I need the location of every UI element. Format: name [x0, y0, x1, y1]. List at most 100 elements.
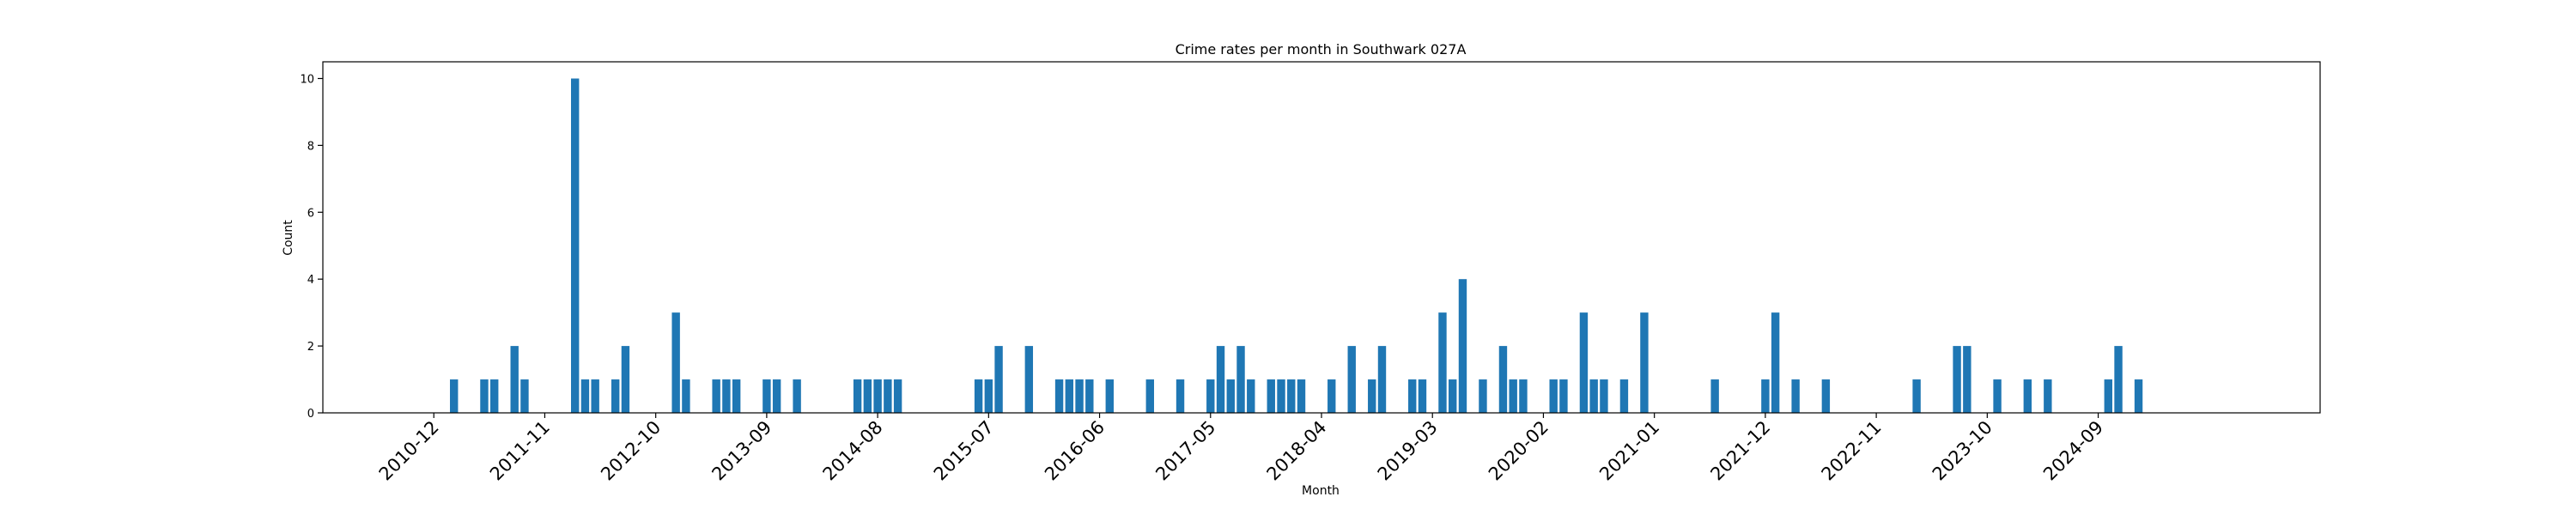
x-tick-label: 2016-06	[1041, 417, 1109, 485]
x-tick-label: 2023-10	[1929, 417, 1996, 485]
bar-2019-10	[1498, 346, 1508, 413]
bar-2020-07	[1589, 379, 1598, 413]
bar-2017-11	[1267, 379, 1275, 413]
bar-2018-05	[1327, 379, 1336, 413]
bar-2023-03	[1912, 379, 1921, 413]
bar-2023-11	[1993, 379, 2002, 413]
x-tick-label: 2021-12	[1706, 417, 1774, 485]
bar-2014-07	[863, 379, 872, 413]
bar-2015-06	[974, 379, 983, 413]
bar-2020-03	[1549, 379, 1558, 413]
x-tick-label: 2019-03	[1374, 417, 1442, 485]
y-tick-label: 8	[307, 140, 314, 153]
chart-title: Crime rates per month in Southwark 027A	[1176, 41, 1467, 58]
bar-2022-06	[1821, 379, 1831, 413]
bar-2011-09	[520, 379, 529, 413]
bar-2018-01	[1287, 379, 1296, 413]
x-tick-label: 2010-12	[375, 417, 443, 485]
bar-2014-06	[853, 379, 862, 413]
bar-2019-04	[1438, 312, 1447, 413]
bar-2019-01	[1408, 379, 1417, 413]
bar-2012-03	[580, 379, 590, 413]
x-tick-label: 2012-10	[597, 417, 665, 485]
bar-2023-08	[1963, 346, 1971, 413]
bar-2017-06	[1216, 346, 1225, 413]
bar-2021-12	[1761, 379, 1770, 413]
bar-2024-04	[2044, 379, 2052, 413]
bar-2020-12	[1640, 312, 1649, 413]
bar-2017-02	[1176, 379, 1185, 413]
y-tick-label: 4	[307, 274, 314, 287]
x-tick-label: 2011-11	[486, 417, 554, 485]
bar-2022-03	[1791, 379, 1800, 413]
bar-2012-07	[621, 346, 630, 413]
bar-2019-02	[1418, 379, 1427, 413]
bar-2018-10	[1377, 346, 1387, 413]
bar-2017-07	[1226, 379, 1235, 413]
bar-2020-10	[1619, 379, 1629, 413]
x-tick-label: 2015-07	[930, 417, 998, 485]
bar-2013-04	[712, 379, 720, 413]
bar-2013-05	[722, 379, 731, 413]
bar-2016-03	[1065, 379, 1074, 413]
plot-frame	[322, 61, 2321, 414]
bar-2013-10	[772, 379, 781, 413]
bar-2016-02	[1054, 379, 1064, 413]
y-tick-label: 10	[300, 73, 314, 86]
x-tick-label: 2020-02	[1485, 417, 1552, 485]
bar-2012-02	[570, 78, 580, 413]
y-tick-label: 0	[307, 408, 314, 421]
bar-2011-06	[490, 379, 499, 413]
bar-2018-09	[1368, 379, 1376, 413]
bar-2011-08	[510, 346, 519, 413]
bar-2019-05	[1449, 379, 1457, 413]
bar-2017-08	[1236, 346, 1245, 413]
bar-2018-02	[1297, 379, 1306, 413]
bar-2024-10	[2104, 379, 2112, 413]
bar-2015-11	[1024, 346, 1034, 413]
bar-2015-07	[984, 379, 993, 413]
y-tick-label: 2	[307, 341, 314, 354]
bar-2014-10	[893, 379, 902, 413]
bar-2020-08	[1600, 379, 1608, 413]
bar-2016-11	[1145, 379, 1154, 413]
bar-2020-06	[1579, 312, 1589, 413]
bar-2017-05	[1206, 379, 1215, 413]
bar-2018-07	[1347, 346, 1356, 413]
bar-2016-07	[1105, 379, 1114, 413]
bar-2012-12	[671, 312, 680, 413]
bar-2012-04	[591, 379, 599, 413]
bar-2011-05	[480, 379, 489, 413]
bar-2025-01	[2134, 379, 2143, 413]
bar-2020-04	[1559, 379, 1568, 413]
bar-2019-06	[1458, 279, 1467, 413]
bar-2013-06	[732, 379, 741, 413]
bar-2024-02	[2023, 379, 2032, 413]
x-tick-label: 2021-01	[1595, 417, 1663, 485]
bar-2021-07	[1710, 379, 1719, 413]
bar-2016-04	[1075, 379, 1084, 413]
x-tick-label: 2018-04	[1263, 417, 1331, 485]
bar-2019-11	[1509, 379, 1517, 413]
bars-group	[450, 78, 2143, 413]
y-axis-label: Count	[282, 220, 295, 256]
bar-2015-08	[994, 346, 1003, 413]
x-axis: 2010-12 2011-11 2012-10 2013-09 2014-08 2015-…	[375, 413, 2107, 485]
y-axis: 0 2 4 6 8 10	[300, 73, 323, 421]
bar-2017-12	[1277, 379, 1285, 413]
x-tick-label: 2013-09	[708, 417, 775, 485]
x-axis-label: Month	[1302, 484, 1340, 498]
x-tick-label: 2024-09	[2039, 417, 2107, 485]
bar-2023-07	[1953, 346, 1961, 413]
bar-2013-12	[793, 379, 801, 413]
y-tick-label: 6	[307, 207, 314, 220]
x-tick-label: 2017-05	[1151, 417, 1219, 485]
bar-2013-01	[682, 379, 690, 413]
bar-2024-11	[2114, 346, 2123, 413]
x-tick-label: 2014-08	[819, 417, 887, 485]
bar-2012-06	[611, 379, 620, 413]
bar-2014-09	[884, 379, 892, 413]
bar-2017-09	[1247, 379, 1255, 413]
bar-2022-01	[1771, 312, 1780, 413]
bar-2019-08	[1479, 379, 1487, 413]
